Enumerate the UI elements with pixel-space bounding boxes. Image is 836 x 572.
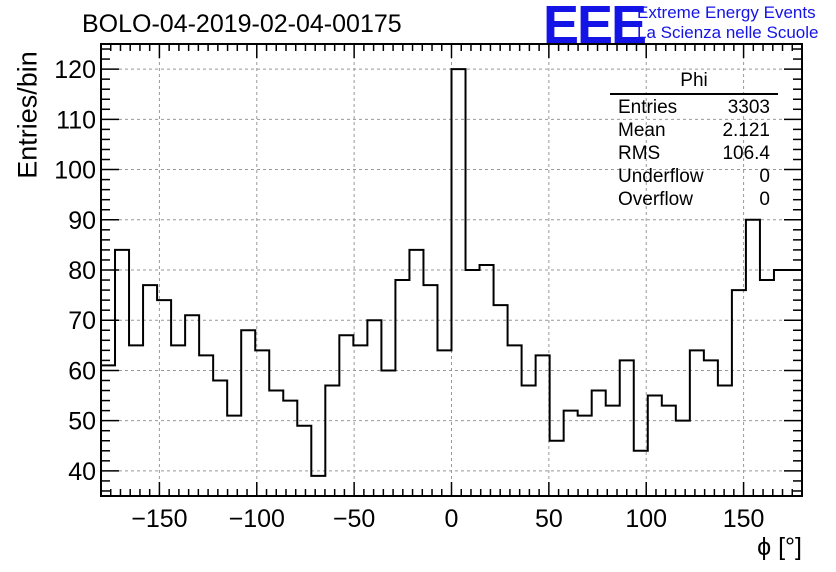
stats-label: Entries <box>618 97 678 118</box>
stats-value: 106.4 <box>722 143 770 164</box>
y-tick-label: 100 <box>54 157 96 185</box>
x-tick-label: −100 <box>229 505 285 533</box>
histogram-bin <box>592 391 606 496</box>
histogram-bin <box>269 391 283 496</box>
histogram-bin <box>129 345 143 496</box>
histogram-bin <box>494 305 508 496</box>
stats-box: Phi Entries 3303 Mean 2.121 RMS 106.4 Un… <box>610 70 778 211</box>
histogram-bin <box>255 350 269 496</box>
histogram-bin <box>423 285 437 496</box>
stats-row-underflow: Underflow 0 <box>610 165 778 188</box>
x-tick-label: 0 <box>445 505 459 533</box>
y-axis-label-wrap: Entries/bin <box>8 40 48 190</box>
histogram-series <box>101 68 802 477</box>
histogram-bin <box>297 426 311 496</box>
histogram-bin <box>452 69 466 496</box>
histogram-bin <box>283 401 297 496</box>
x-tick-label: 50 <box>535 505 563 533</box>
histogram-bin <box>311 476 325 496</box>
histogram-bin <box>185 315 199 496</box>
y-tick-label: 90 <box>68 207 96 235</box>
histogram-bin <box>718 386 732 496</box>
stats-row-overflow: Overflow 0 <box>610 188 778 211</box>
histogram-bin <box>367 320 381 496</box>
histogram-bin <box>662 406 676 496</box>
histogram-bin <box>395 280 409 496</box>
stats-row-rms: RMS 106.4 <box>610 142 778 165</box>
histogram-bin <box>143 285 157 496</box>
y-tick-label: 50 <box>68 408 96 436</box>
histogram-bin <box>480 265 494 496</box>
histogram-bin <box>676 421 690 496</box>
stats-value: 0 <box>759 166 770 187</box>
eee-logo: EEE <box>543 0 647 55</box>
histogram-bin <box>171 345 185 496</box>
histogram-bin <box>578 416 592 496</box>
stats-value: 3303 <box>727 97 770 118</box>
y-tick-label: 60 <box>68 357 96 385</box>
histogram-bin <box>466 270 480 496</box>
histogram-bin <box>409 250 423 496</box>
stats-value: 2.121 <box>722 120 770 141</box>
y-tick-label: 80 <box>68 257 96 285</box>
x-tick-label: −50 <box>333 505 375 533</box>
histogram-bin <box>788 270 802 496</box>
histogram-bin <box>437 350 451 496</box>
histogram-bin <box>550 441 564 496</box>
y-axis-label: Entries/bin <box>12 51 43 179</box>
histogram-bin <box>774 270 788 496</box>
x-tick-label: −150 <box>131 505 187 533</box>
histogram-bin <box>536 355 550 496</box>
histogram-bin <box>732 290 746 496</box>
histogram-bin <box>115 250 129 496</box>
x-tick-label: 150 <box>723 505 765 533</box>
histogram-bin <box>746 220 760 496</box>
histogram-bin <box>648 396 662 496</box>
stats-title: Phi <box>610 70 778 95</box>
histogram-bin <box>353 345 367 496</box>
stats-label: RMS <box>618 143 661 164</box>
histogram-bin <box>241 330 255 496</box>
x-tick-label: 100 <box>625 505 667 533</box>
y-tick-label: 120 <box>54 56 96 84</box>
histogram-bin <box>508 345 522 496</box>
histogram-bin <box>199 355 213 496</box>
stats-value: 0 <box>759 189 770 210</box>
histogram-bin <box>760 280 774 496</box>
logo-text-line2: La Scienza nelle Scuole <box>637 23 819 42</box>
y-tick-label: 110 <box>56 106 96 134</box>
histogram-bin <box>157 300 171 496</box>
histogram-bin <box>227 416 241 496</box>
y-tick-label: 70 <box>68 307 96 335</box>
histogram-bin <box>325 386 339 496</box>
histogram-bin <box>522 386 536 496</box>
stats-label: Overflow <box>618 189 693 210</box>
histogram-bin <box>704 360 718 496</box>
stats-row-entries: Entries 3303 <box>610 96 778 119</box>
stats-label: Underflow <box>618 166 704 187</box>
histogram-bin <box>606 406 620 496</box>
histogram-bin <box>381 370 395 496</box>
stats-label: Mean <box>618 120 666 141</box>
stats-row-mean: Mean 2.121 <box>610 119 778 142</box>
y-tick-label: 40 <box>68 458 96 486</box>
logo-text-line1: Extreme Energy Events <box>637 3 816 22</box>
x-axis-label: ϕ [°] <box>757 533 802 561</box>
chart-title: BOLO-04-2019-02-04-00175 <box>82 10 402 38</box>
histogram-bin <box>690 350 704 496</box>
histogram-bin <box>564 411 578 496</box>
histogram-bin <box>339 335 353 496</box>
histogram-bin <box>213 380 227 496</box>
histogram-bin <box>620 360 634 496</box>
